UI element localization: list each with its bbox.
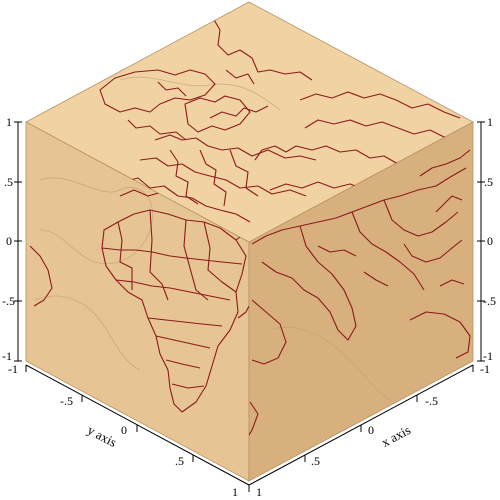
z-right-tick: 1 <box>487 115 493 129</box>
x-tick: 0 <box>368 423 374 437</box>
z-left-tick: -.5 <box>2 294 15 308</box>
y-tick: -1 <box>8 362 18 376</box>
x-tick: .5 <box>311 454 320 468</box>
y-axis-ticks: -1 -.5 0 .5 1 <box>8 362 238 499</box>
x-axis-ticks: -1 -.5 0 .5 1 <box>256 362 490 499</box>
z-left-tick: 0 <box>6 234 12 248</box>
top-face-map <box>99 17 461 223</box>
z-right-tick: -.5 <box>483 294 496 308</box>
x-tick: -.5 <box>425 394 438 408</box>
z-right-tick: 0 <box>487 234 493 248</box>
faint-map-lines <box>34 76 411 411</box>
cube-right-face <box>248 121 474 482</box>
z-axis-left-ticks: 1 .5 0 -.5 -1 <box>2 115 15 363</box>
z-right-tick: -1 <box>483 349 493 363</box>
x-tick: -1 <box>480 362 490 376</box>
y-axis-label: y axis <box>85 422 119 450</box>
z-left-tick: -1 <box>2 349 12 363</box>
y-tick: .5 <box>175 454 184 468</box>
y-tick: 0 <box>121 423 127 437</box>
z-left-tick: 1 <box>6 115 12 129</box>
x-axis-label: x axis <box>379 422 413 450</box>
z-axis-right-ticks: 1 .5 0 -.5 -1 <box>483 115 496 363</box>
y-tick: -.5 <box>60 394 73 408</box>
z-left-tick: .5 <box>4 175 13 189</box>
z-right-tick: .5 <box>484 175 493 189</box>
x-tick: 1 <box>256 485 262 499</box>
tick-marks <box>14 121 485 492</box>
right-face-map <box>249 149 471 441</box>
y-tick: 1 <box>232 485 238 499</box>
